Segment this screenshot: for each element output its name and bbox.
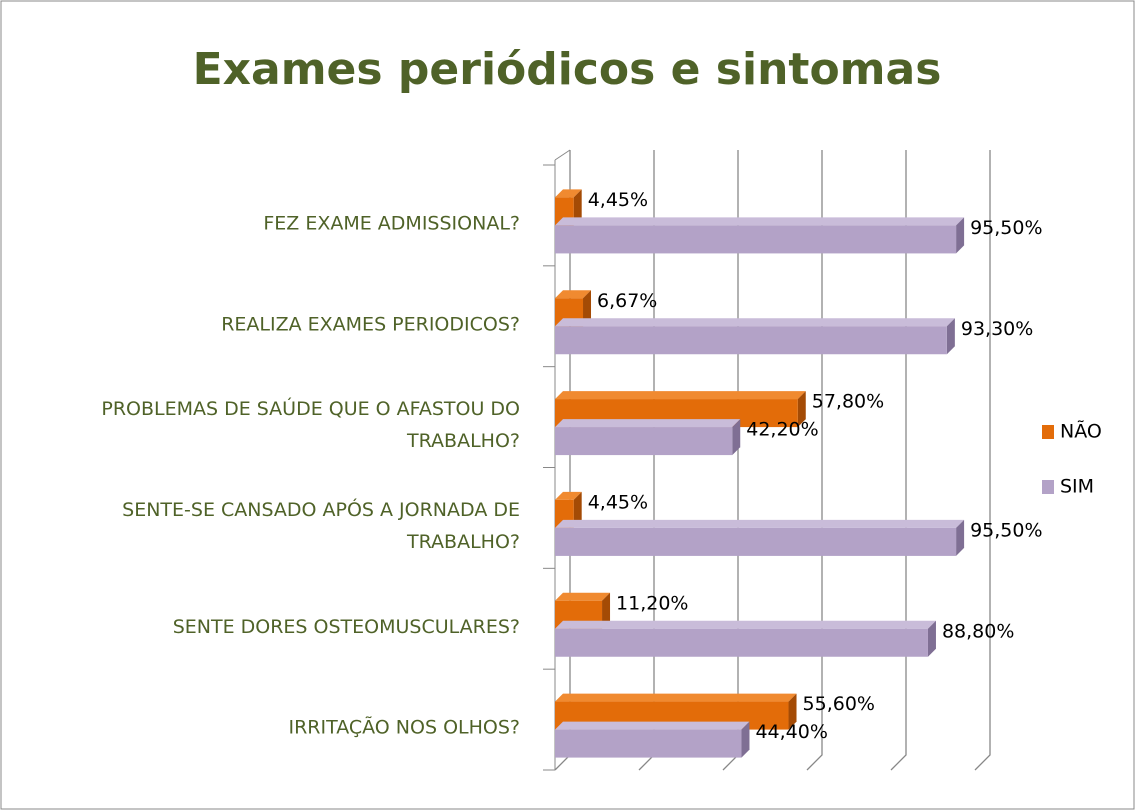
data-label: 11,20% — [616, 592, 688, 614]
y-tick-label: REALIZA EXAMES PERIODICOS? — [221, 313, 520, 335]
bar — [555, 729, 742, 758]
bar — [555, 326, 947, 355]
data-label: 6,67% — [597, 290, 657, 312]
grid-line — [974, 150, 991, 771]
axis-line — [554, 149, 571, 161]
bar-top — [555, 519, 965, 528]
data-label: 4,45% — [588, 189, 648, 211]
legend-label: SIM — [1060, 476, 1094, 498]
bar-side — [946, 318, 955, 355]
bar — [555, 427, 733, 456]
y-tick-label: SENTE DORES OSTEOMUSCULARES? — [173, 615, 520, 637]
bar-side — [583, 290, 592, 327]
bar-side — [732, 419, 741, 456]
y-tick-label: IRRITAÇÃO NOS OLHOS? — [288, 715, 520, 738]
bar — [555, 225, 957, 254]
data-label: 55,60% — [803, 693, 875, 715]
data-label: 42,20% — [746, 419, 818, 441]
chart-title: Exames periódicos e sintomas — [193, 44, 942, 95]
bar-top — [555, 693, 797, 702]
bar-side — [602, 592, 611, 629]
bar-side — [956, 519, 965, 556]
bar-top — [555, 290, 592, 299]
bar-top — [555, 620, 936, 629]
bar-side — [573, 189, 582, 226]
bar-top — [555, 217, 965, 226]
bar-side — [788, 693, 797, 730]
data-label: 95,50% — [970, 519, 1042, 541]
data-label: 4,45% — [588, 491, 648, 513]
bar-top — [555, 419, 741, 428]
bar-side — [797, 391, 806, 428]
data-label: 57,80% — [812, 391, 884, 413]
legend-swatch — [1042, 480, 1054, 494]
data-label: 93,30% — [961, 318, 1033, 340]
bar-side — [927, 620, 936, 657]
data-label: 88,80% — [942, 620, 1014, 642]
legend-label: NÃO — [1060, 420, 1102, 443]
y-tick-label: PROBLEMAS DE SAÚDE QUE O AFASTOU DO TRABA… — [101, 396, 520, 452]
data-label: 95,50% — [970, 217, 1042, 239]
bar-top — [555, 391, 806, 400]
bar-top — [555, 721, 750, 730]
bar-side — [741, 721, 750, 758]
legend-swatch — [1042, 425, 1054, 439]
bar — [555, 527, 957, 556]
bar-top — [555, 491, 582, 500]
y-tick-label: FEZ EXAME ADMISSIONAL? — [263, 212, 520, 234]
y-tick-label: SENTE-SE CANSADO APÓS A JORNADA DE TRABAL… — [122, 496, 520, 552]
bar-top — [555, 189, 582, 198]
bar-side — [573, 491, 582, 528]
bar-side — [956, 217, 965, 254]
bar — [555, 628, 928, 657]
bar-top — [555, 592, 611, 601]
data-label: 44,40% — [755, 721, 827, 743]
bar-top — [555, 318, 955, 327]
